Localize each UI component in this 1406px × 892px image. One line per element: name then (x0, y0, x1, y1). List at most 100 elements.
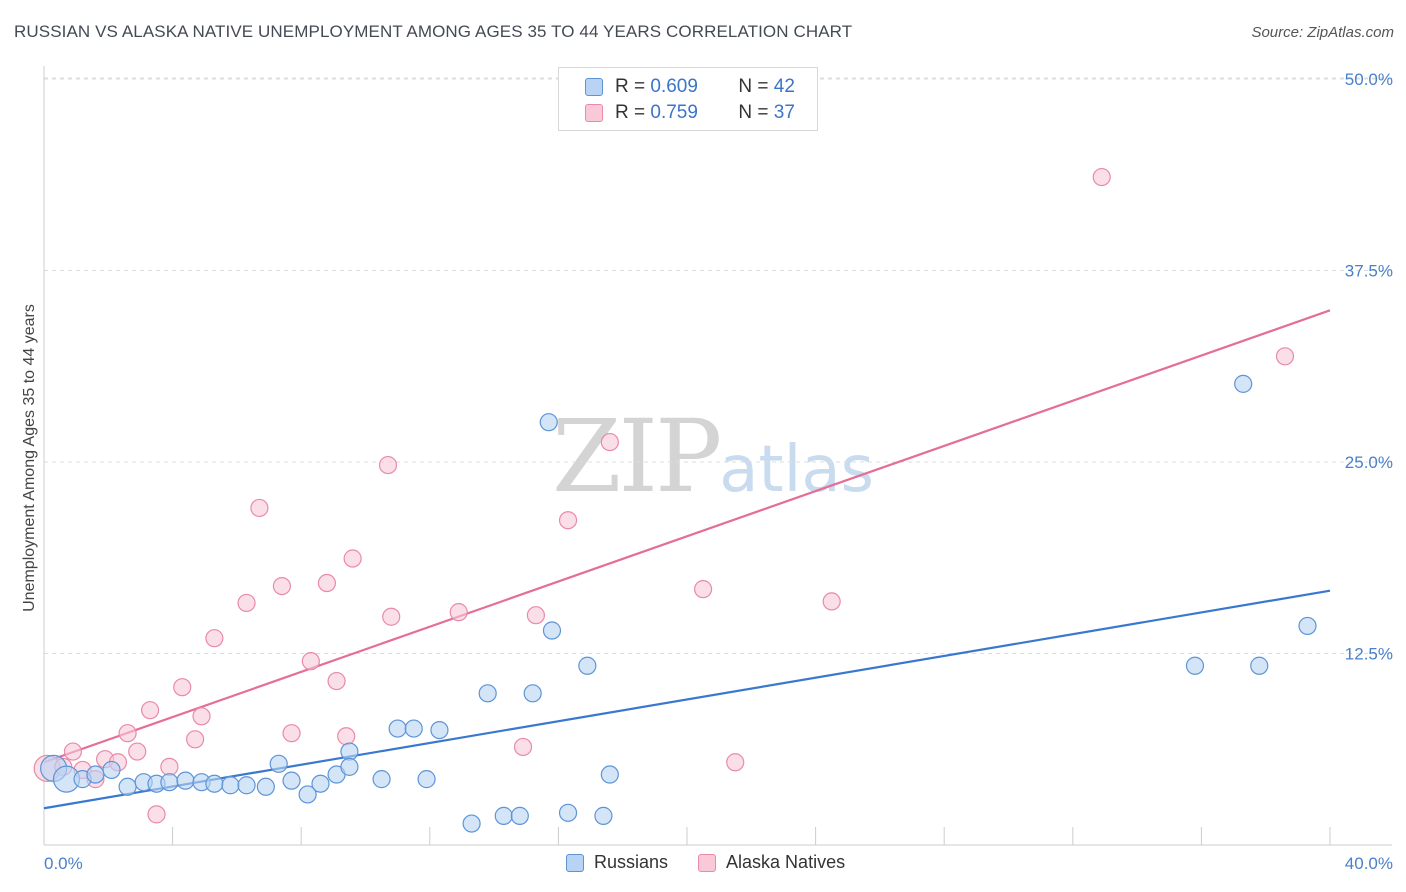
russians-swatch (566, 853, 584, 872)
russians-point (282, 771, 301, 790)
legend-item-russians[interactable]: Russians (566, 852, 668, 873)
legend-item-alaska-natives[interactable]: Alaska Natives (698, 852, 845, 873)
legend-r-label: R = (615, 102, 646, 123)
alaska-natives-point (382, 607, 401, 626)
alaska-natives-point (272, 576, 292, 596)
legend-r-value: 0.759 (650, 102, 698, 123)
russians-point (494, 806, 513, 825)
russians-point (372, 770, 391, 789)
russians-point (462, 814, 481, 833)
alaska-natives-point (1275, 347, 1295, 366)
legend-row-alaska-natives: R = 0.759 N = 37 (585, 102, 795, 124)
trend-lines (43, 309, 1331, 810)
alaska-natives-point (822, 592, 841, 611)
correlation-legend: R = 0.609 N = 42 R = 0.759 N = 37 (558, 67, 818, 131)
alaska-natives-point (147, 805, 166, 824)
russians-point (600, 765, 619, 784)
russians-point (542, 621, 562, 640)
watermark-atlas: atlas (719, 433, 874, 507)
russians-point (558, 803, 578, 822)
alaska-natives-point (337, 727, 356, 746)
gridlines (44, 77, 1392, 654)
russians-point (1185, 656, 1205, 675)
alaska-natives-swatch (698, 853, 717, 872)
russians-point (340, 742, 359, 761)
alaska-natives-point (693, 580, 713, 599)
alaska-natives-point (558, 511, 578, 530)
alaska-natives-point (118, 724, 137, 743)
russians-point (221, 776, 240, 795)
legend-n-label: N = (738, 102, 769, 123)
alaska-natives-point (237, 593, 256, 613)
alaska-natives-point (600, 432, 619, 452)
y-tick-label: 25.0% (1345, 453, 1393, 472)
russians-point (404, 719, 423, 738)
russians-point (430, 720, 449, 740)
watermark-zip: ZIP (552, 398, 722, 515)
russians-swatch (585, 78, 603, 96)
alaska-natives-point (128, 742, 147, 761)
alaska-natives-swatch (585, 104, 603, 122)
russians-point (594, 806, 613, 825)
russians-point (478, 684, 497, 703)
watermark: ZIPatlas (552, 398, 874, 515)
y-tick-label: 12.5% (1345, 645, 1393, 664)
russians-point (539, 413, 558, 432)
chart-title: RUSSIAN VS ALASKA NATIVE UNEMPLOYMENT AM… (14, 22, 853, 41)
legend-r-value: 0.609 (650, 76, 698, 97)
russians-point (237, 776, 256, 795)
russians-point (1250, 656, 1269, 675)
alaska-natives-point (317, 573, 337, 593)
x-tick-label: 0.0% (44, 854, 83, 873)
source-label: Source: ZipAtlas.com (1251, 24, 1394, 41)
legend-label-russians: Russians (594, 852, 669, 872)
russians-trend-line (43, 589, 1331, 810)
axes (43, 66, 1392, 846)
x-tick-label: 40.0% (1345, 854, 1393, 873)
alaska-natives-point (282, 724, 301, 743)
legend-label-alaska-natives: Alaska Natives (726, 852, 846, 872)
alaska-natives-point (205, 629, 224, 648)
russians-point (256, 777, 275, 796)
y-tick-label: 37.5% (1345, 262, 1393, 281)
russians-point (269, 754, 288, 773)
russians-point (298, 785, 317, 804)
alaska-natives-point (343, 549, 362, 568)
russians-point (388, 719, 407, 738)
alaska-natives-point (186, 730, 205, 749)
russians-point (102, 760, 121, 780)
alaska-natives-point (160, 757, 179, 776)
alaska-natives-point (726, 753, 745, 772)
alaska-natives-point (327, 671, 346, 691)
y-tick-labels: 12.5% 25.0% 37.5% 50.0% (1345, 70, 1393, 664)
legend-n-value: 37 (773, 102, 795, 123)
series-legend: Russians Alaska Natives (566, 852, 875, 873)
alaska-natives-point (1092, 167, 1111, 187)
russians-point (160, 773, 179, 792)
legend-row-russians: R = 0.609 N = 42 (585, 76, 795, 98)
alaska-natives-point (63, 742, 83, 761)
russians-point (205, 774, 224, 793)
russians-point (417, 770, 436, 789)
russians-point (523, 684, 542, 703)
alaska-natives-point (192, 707, 211, 726)
russians-point (510, 806, 529, 825)
russians-point (176, 771, 195, 790)
y-tick-label: 50.0% (1345, 70, 1393, 89)
alaska-natives-point (140, 701, 160, 720)
alaska-natives-point (513, 737, 533, 757)
alaska-natives-point (378, 455, 398, 475)
russians-point (1234, 374, 1253, 393)
russians-point (340, 757, 359, 776)
russians-point (118, 777, 137, 796)
alaska-natives-point (526, 606, 545, 625)
russians-points (40, 374, 1317, 833)
alaska-natives-point (173, 678, 192, 697)
russians-point (1298, 616, 1317, 636)
legend-n-value: 42 (773, 76, 795, 97)
russians-point (86, 765, 105, 784)
alaska-natives-trend-line (43, 309, 1331, 764)
x-tick-labels: 0.0% 40.0% (44, 854, 1393, 873)
russians-point (578, 656, 597, 675)
